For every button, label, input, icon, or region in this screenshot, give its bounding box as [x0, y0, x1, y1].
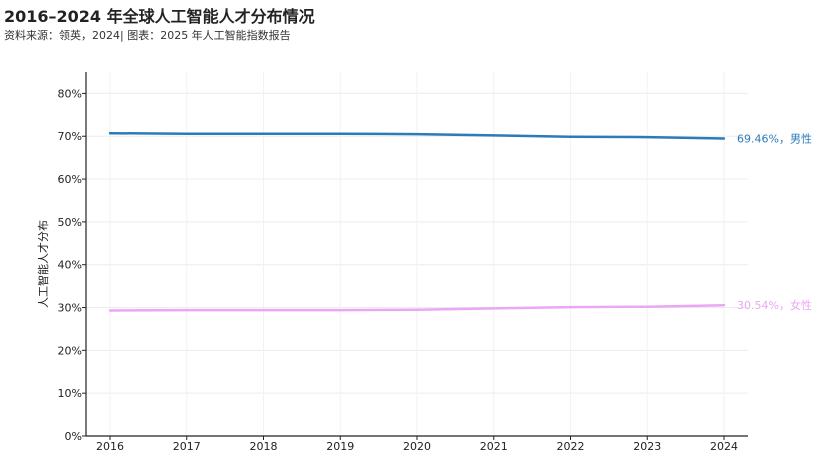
x-tick-label: 2023	[633, 440, 661, 453]
y-tick-label: 30%	[58, 302, 82, 315]
y-tick-label: 40%	[58, 259, 82, 272]
chart-subtitle: 资料来源：领英，2024| 图表：2025 年人工智能指数报告	[4, 29, 291, 42]
series-line-male	[108, 131, 726, 140]
y-tick-label: 10%	[58, 387, 82, 400]
series-end-label: 30.54%，女性	[737, 298, 812, 312]
y-tick-label: 60%	[58, 173, 82, 186]
x-tick-label: 2017	[173, 440, 201, 453]
x-tick-label: 2020	[403, 440, 431, 453]
x-tick-label: 2024	[710, 440, 738, 453]
y-axis-label: 人工智能人才分布	[36, 220, 50, 308]
x-tick-labels: 2016 2017 2018 2019 2020 2021 2022 2023 2024	[96, 440, 738, 453]
y-tick-label: 50%	[58, 216, 82, 229]
series-line-female	[108, 303, 726, 312]
x-tick-label: 2019	[326, 440, 354, 453]
x-tick-label: 2021	[480, 440, 508, 453]
series-end-label: 69.46%，男性	[737, 132, 812, 146]
chart-title: 2016–2024 年全球人工智能人才分布情况	[4, 7, 315, 26]
y-tick-label: 20%	[58, 344, 82, 357]
grid-lines	[86, 72, 748, 436]
series-lines	[108, 131, 726, 312]
y-tick-labels: 0% 10% 20% 30% 40% 50% 60% 70% 80%	[58, 87, 82, 443]
x-tick-label: 2018	[250, 440, 278, 453]
y-tick-label: 80%	[58, 87, 82, 100]
series-end-labels: 69.46%，男性 30.54%，女性	[737, 132, 812, 313]
axes	[82, 72, 748, 440]
x-tick-label: 2016	[96, 440, 124, 453]
y-tick-label: 70%	[58, 130, 82, 143]
y-tick-label: 0%	[65, 430, 82, 443]
x-tick-label: 2022	[557, 440, 585, 453]
